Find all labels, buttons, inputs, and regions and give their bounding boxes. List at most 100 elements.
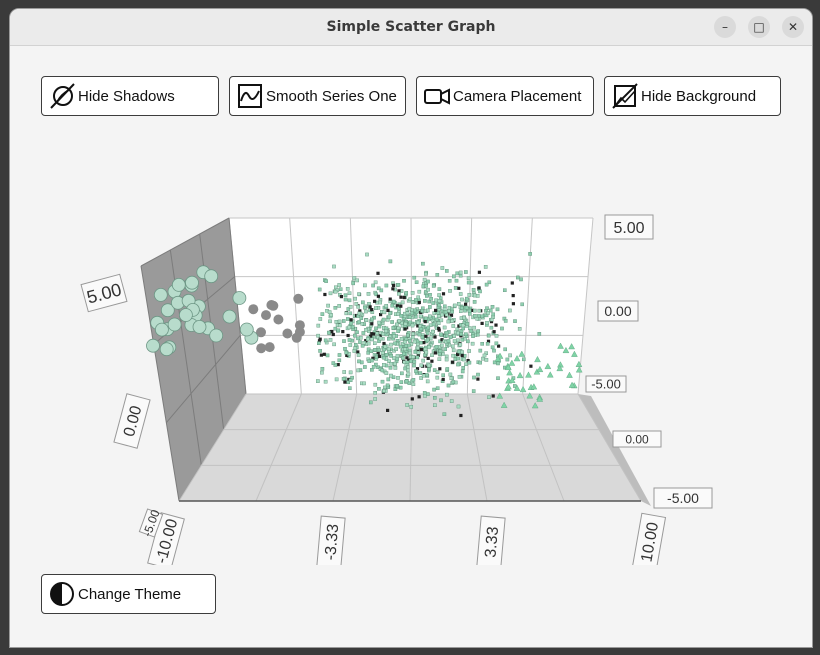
data-point: [375, 331, 380, 336]
data-point: [391, 326, 396, 330]
data-point: [209, 328, 224, 343]
data-point: [450, 309, 455, 314]
data-point: [485, 342, 490, 346]
data-point: [361, 331, 366, 335]
hide-background-button[interactable]: Hide Background: [604, 76, 781, 116]
data-point: [382, 356, 386, 360]
data-point: [405, 356, 409, 360]
close-button[interactable]: ✕: [782, 16, 804, 38]
data-point: [365, 252, 369, 257]
data-point: [481, 356, 485, 361]
data-point: [458, 270, 463, 275]
data-point: [492, 330, 496, 334]
maximize-button[interactable]: □: [748, 16, 770, 38]
data-point: [562, 346, 570, 354]
data-point: [324, 279, 328, 283]
tick-label-text: 5.00: [613, 220, 644, 237]
data-point: [399, 380, 404, 384]
data-point: [529, 364, 533, 368]
data-point: [434, 345, 439, 349]
data-point: [425, 364, 429, 368]
tick-label: -5.00: [138, 508, 164, 538]
data-point: [376, 271, 380, 275]
data-point: [395, 357, 399, 361]
data-point: [343, 297, 348, 302]
data-point: [374, 326, 378, 331]
data-point: [490, 305, 495, 309]
data-point: [435, 386, 440, 391]
point-shadow: [293, 293, 304, 304]
data-point: [486, 339, 491, 343]
tick-label: -3.33: [316, 515, 346, 565]
camera-placement-label: Camera Placement: [453, 87, 582, 105]
data-point: [358, 340, 362, 344]
scatter-graph-3d[interactable]: -10.00 -3.33 3.33 10.005.000.005.000.00-5.0…: [10, 45, 812, 565]
data-point: [347, 325, 352, 330]
data-point: [492, 360, 497, 365]
hide-shadows-button[interactable]: Hide Shadows: [41, 76, 219, 116]
data-point: [366, 347, 371, 352]
data-point: [393, 366, 398, 370]
data-point: [423, 320, 427, 324]
data-point: [426, 287, 430, 292]
data-point: [348, 386, 352, 391]
data-point: [471, 288, 476, 292]
data-point: [379, 313, 383, 317]
data-point: [477, 270, 481, 274]
tick-label: -5.00: [653, 487, 713, 509]
tick-label-text: -5.00: [667, 490, 699, 506]
data-point: [408, 297, 413, 302]
smooth-series-button[interactable]: Smooth Series One: [229, 76, 406, 116]
data-point: [331, 332, 335, 337]
floor: [179, 394, 641, 501]
data-point: [528, 252, 532, 256]
minimize-button[interactable]: –: [714, 16, 736, 38]
data-point: [373, 299, 377, 303]
data-point: [473, 314, 477, 318]
data-point: [345, 353, 349, 357]
data-point: [444, 357, 449, 362]
data-point: [373, 341, 377, 346]
data-point: [494, 355, 502, 362]
camera-placement-button[interactable]: Camera Placement: [416, 76, 594, 116]
data-point: [370, 317, 374, 322]
data-point: [368, 305, 372, 309]
data-point: [355, 278, 359, 283]
data-point: [471, 389, 476, 393]
data-point: [468, 312, 472, 316]
data-point: [320, 367, 325, 371]
data-point: [503, 288, 507, 293]
data-point: [489, 317, 494, 322]
tick-label-text: 0.00: [604, 303, 631, 319]
data-point: [428, 305, 432, 309]
data-point: [336, 363, 340, 367]
data-point: [357, 311, 362, 316]
data-point: [328, 319, 332, 324]
data-point: [489, 320, 494, 324]
data-point: [426, 356, 430, 360]
data-point: [337, 319, 342, 324]
data-point: [433, 396, 437, 400]
data-point: [384, 304, 389, 308]
data-point: [445, 269, 449, 273]
data-point: [445, 333, 449, 338]
data-point: [478, 360, 483, 365]
data-point: [430, 353, 434, 358]
data-point: [503, 319, 508, 323]
data-point: [431, 284, 436, 288]
data-point: [369, 334, 373, 338]
data-point: [480, 321, 484, 325]
tick-label-text: 3.33: [482, 526, 502, 559]
data-point: [405, 311, 410, 316]
change-theme-button[interactable]: Change Theme: [41, 574, 216, 614]
data-point: [360, 344, 365, 348]
data-point: [531, 402, 539, 409]
data-point: [397, 319, 402, 323]
data-point: [337, 304, 342, 308]
data-point: [387, 315, 391, 319]
data-point: [397, 292, 401, 296]
data-point: [457, 302, 461, 306]
data-point: [401, 341, 405, 346]
tick-label: 0.00: [597, 300, 639, 322]
data-point: [338, 287, 343, 292]
